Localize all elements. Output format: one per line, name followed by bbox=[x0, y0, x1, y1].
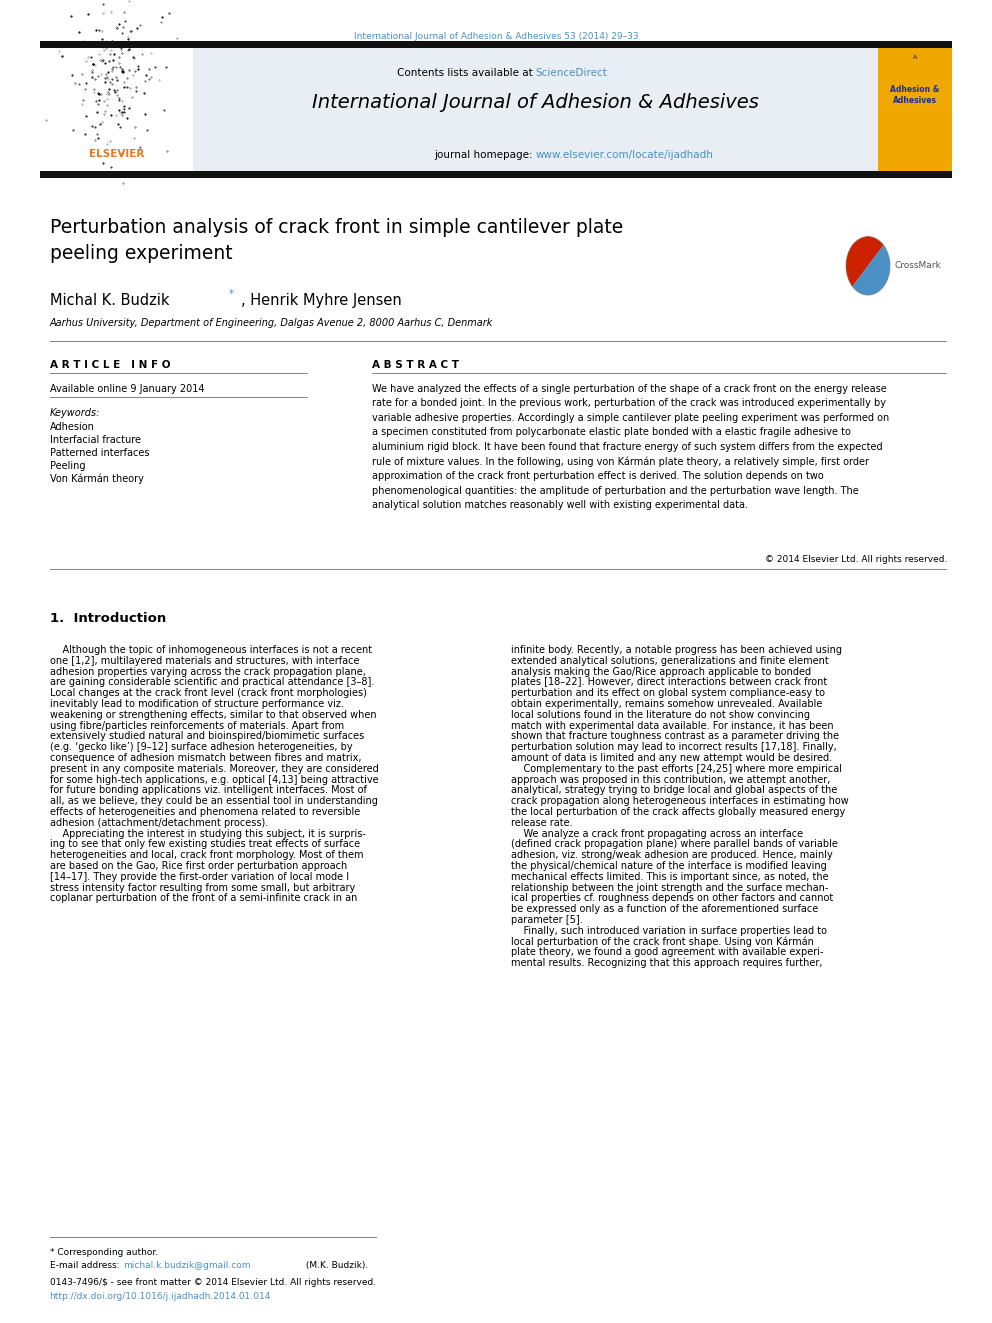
Text: www.elsevier.com/locate/ijadhadh: www.elsevier.com/locate/ijadhadh bbox=[536, 149, 713, 160]
Wedge shape bbox=[846, 237, 884, 286]
Text: approach was proposed in this contribution, we attempt another,: approach was proposed in this contributi… bbox=[511, 774, 830, 785]
Text: We have analyzed the effects of a single perturbation of the shape of a crack fr: We have analyzed the effects of a single… bbox=[372, 384, 889, 509]
Text: coplanar perturbation of the front of a semi-infinite crack in an: coplanar perturbation of the front of a … bbox=[50, 893, 357, 904]
Text: parameter [5].: parameter [5]. bbox=[511, 916, 582, 925]
Text: Keywords:: Keywords: bbox=[50, 407, 100, 418]
Text: adhesion, viz. strong/weak adhesion are produced. Hence, mainly: adhesion, viz. strong/weak adhesion are … bbox=[511, 851, 832, 860]
Text: perturbation solution may lead to incorrect results [17,18]. Finally,: perturbation solution may lead to incorr… bbox=[511, 742, 836, 753]
Text: relationship between the joint strength and the surface mechan-: relationship between the joint strength … bbox=[511, 882, 828, 893]
Text: ical properties cf. roughness depends on other factors and cannot: ical properties cf. roughness depends on… bbox=[511, 893, 833, 904]
Text: inevitably lead to modification of structure performance viz.: inevitably lead to modification of struc… bbox=[50, 699, 343, 709]
Text: http://dx.doi.org/10.1016/j.ijadhadh.2014.01.014: http://dx.doi.org/10.1016/j.ijadhadh.201… bbox=[50, 1293, 271, 1301]
Text: effects of heterogeneities and phenomena related to reversible: effects of heterogeneities and phenomena… bbox=[50, 807, 360, 818]
Text: plate theory, we found a good agreement with available experi-: plate theory, we found a good agreement … bbox=[511, 947, 823, 958]
Text: Local changes at the crack front level (crack front morphologies): Local changes at the crack front level (… bbox=[50, 688, 366, 699]
Text: crack propagation along heterogeneous interfaces in estimating how: crack propagation along heterogeneous in… bbox=[511, 796, 848, 806]
Text: 1.  Introduction: 1. Introduction bbox=[50, 613, 166, 624]
Text: release rate.: release rate. bbox=[511, 818, 572, 828]
Text: E-mail address:: E-mail address: bbox=[50, 1261, 122, 1270]
Text: Finally, such introduced variation in surface properties lead to: Finally, such introduced variation in su… bbox=[511, 926, 827, 935]
Text: We analyze a crack front propagating across an interface: We analyze a crack front propagating acr… bbox=[511, 828, 803, 839]
Text: Adhesion &
Adhesives: Adhesion & Adhesives bbox=[891, 85, 939, 105]
Text: analysis making the Gao/Rice approach applicable to bonded: analysis making the Gao/Rice approach ap… bbox=[511, 667, 811, 676]
Text: *: * bbox=[229, 288, 234, 299]
Text: using fibre/particles reinforcements of materials. Apart from: using fibre/particles reinforcements of … bbox=[50, 721, 343, 730]
Text: (M.K. Budzik).: (M.K. Budzik). bbox=[303, 1261, 368, 1270]
Text: local perturbation of the crack front shape. Using von Kármán: local perturbation of the crack front sh… bbox=[511, 937, 813, 947]
Text: match with experimental data available. For instance, it has been: match with experimental data available. … bbox=[511, 721, 833, 730]
Text: Contents lists available at: Contents lists available at bbox=[397, 67, 536, 78]
Text: ScienceDirect: ScienceDirect bbox=[536, 67, 607, 78]
Text: weakening or strengthening effects, similar to that observed when: weakening or strengthening effects, simi… bbox=[50, 710, 376, 720]
Text: obtain experimentally, remains somehow unrevealed. Available: obtain experimentally, remains somehow u… bbox=[511, 699, 822, 709]
Text: for future bonding applications viz. intelligent interfaces. Most of: for future bonding applications viz. int… bbox=[50, 786, 366, 795]
Text: the physical/chemical nature of the interface is modified leaving: the physical/chemical nature of the inte… bbox=[511, 861, 826, 871]
Text: Although the topic of inhomogeneous interfaces is not a recent: Although the topic of inhomogeneous inte… bbox=[50, 646, 372, 655]
Text: Peeling: Peeling bbox=[50, 460, 85, 471]
Text: © 2014 Elsevier Ltd. All rights reserved.: © 2014 Elsevier Ltd. All rights reserved… bbox=[765, 556, 947, 564]
Text: 0143-7496/$ - see front matter © 2014 Elsevier Ltd. All rights reserved.: 0143-7496/$ - see front matter © 2014 El… bbox=[50, 1278, 376, 1287]
Text: all, as we believe, they could be an essential tool in understanding: all, as we believe, they could be an ess… bbox=[50, 796, 378, 806]
Text: Aarhus University, Department of Engineering, Dalgas Avenue 2, 8000 Aarhus C, De: Aarhus University, Department of Enginee… bbox=[50, 318, 493, 328]
Text: adhesion (attachment/detachment process).: adhesion (attachment/detachment process)… bbox=[50, 818, 268, 828]
Text: [14–17]. They provide the first-order variation of local mode I: [14–17]. They provide the first-order va… bbox=[50, 872, 349, 882]
Text: consequence of adhesion mismatch between fibres and matrix,: consequence of adhesion mismatch between… bbox=[50, 753, 361, 763]
Wedge shape bbox=[852, 245, 890, 295]
Text: mental results. Recognizing that this approach requires further,: mental results. Recognizing that this ap… bbox=[511, 958, 822, 968]
Text: shown that fracture toughness contrast as a parameter driving the: shown that fracture toughness contrast a… bbox=[511, 732, 839, 741]
Text: journal homepage:: journal homepage: bbox=[434, 149, 536, 160]
Text: Patterned interfaces: Patterned interfaces bbox=[50, 448, 149, 458]
Text: the local perturbation of the crack affects globally measured energy: the local perturbation of the crack affe… bbox=[511, 807, 845, 818]
Text: heterogeneities and local, crack front morphology. Most of them: heterogeneities and local, crack front m… bbox=[50, 851, 363, 860]
Text: extended analytical solutions, generalizations and finite element: extended analytical solutions, generaliz… bbox=[511, 656, 828, 665]
Text: plates [18–22]. However, direct interactions between crack front: plates [18–22]. However, direct interact… bbox=[511, 677, 827, 688]
Text: infinite body. Recently, a notable progress has been achieved using: infinite body. Recently, a notable progr… bbox=[511, 646, 842, 655]
Text: present in any composite materials. Moreover, they are considered: present in any composite materials. More… bbox=[50, 763, 378, 774]
Text: A: A bbox=[913, 54, 918, 60]
Text: adhesion properties varying across the crack propagation plane,: adhesion properties varying across the c… bbox=[50, 667, 365, 676]
Text: Complementary to the past efforts [24,25] where more empirical: Complementary to the past efforts [24,25… bbox=[511, 763, 842, 774]
Text: ELSEVIER: ELSEVIER bbox=[89, 149, 144, 159]
Text: * Corresponding author.: * Corresponding author. bbox=[50, 1248, 158, 1257]
Text: for some high-tech applications, e.g. optical [4,13] being attractive: for some high-tech applications, e.g. op… bbox=[50, 774, 378, 785]
Text: analytical, strategy trying to bridge local and global aspects of the: analytical, strategy trying to bridge lo… bbox=[511, 786, 837, 795]
Bar bbox=[40, 41, 878, 175]
Bar bbox=[40, 41, 193, 175]
Text: one [1,2], multilayered materials and structures, with interface: one [1,2], multilayered materials and st… bbox=[50, 656, 359, 665]
Text: amount of data is limited and any new attempt would be desired.: amount of data is limited and any new at… bbox=[511, 753, 832, 763]
Text: (e.g. ‘gecko like’) [9–12] surface adhesion heterogeneities, by: (e.g. ‘gecko like’) [9–12] surface adhes… bbox=[50, 742, 352, 753]
Text: (defined crack propagation plane) where parallel bands of variable: (defined crack propagation plane) where … bbox=[511, 839, 838, 849]
Text: , Henrik Myhre Jensen: , Henrik Myhre Jensen bbox=[241, 292, 402, 308]
Text: are based on the Gao, Rice first order perturbation approach: are based on the Gao, Rice first order p… bbox=[50, 861, 347, 871]
Text: are gaining considerable scientific and practical attendance [3–8].: are gaining considerable scientific and … bbox=[50, 677, 374, 688]
Text: Von Kármán theory: Von Kármán theory bbox=[50, 474, 144, 484]
Text: ing to see that only few existing studies treat effects of surface: ing to see that only few existing studie… bbox=[50, 839, 360, 849]
Bar bbox=[878, 41, 952, 175]
Text: extensively studied natural and bioinspired/biomimetic surfaces: extensively studied natural and bioinspi… bbox=[50, 732, 364, 741]
Bar bbox=[40, 172, 952, 179]
Text: International Journal of Adhesion & Adhesives: International Journal of Adhesion & Adhe… bbox=[312, 93, 759, 112]
Bar bbox=[40, 41, 952, 48]
Text: mechanical effects limited. This is important since, as noted, the: mechanical effects limited. This is impo… bbox=[511, 872, 828, 882]
Text: stress intensity factor resulting from some small, but arbitrary: stress intensity factor resulting from s… bbox=[50, 882, 355, 893]
Text: Perturbation analysis of crack front in simple cantilever plate
peeling experime: Perturbation analysis of crack front in … bbox=[50, 218, 623, 263]
Text: Interfacial fracture: Interfacial fracture bbox=[50, 435, 141, 445]
Text: CrossMark: CrossMark bbox=[895, 262, 941, 270]
Text: A R T I C L E   I N F O: A R T I C L E I N F O bbox=[50, 360, 170, 370]
Text: Available online 9 January 2014: Available online 9 January 2014 bbox=[50, 384, 204, 394]
Text: local solutions found in the literature do not show convincing: local solutions found in the literature … bbox=[511, 710, 809, 720]
Text: A B S T R A C T: A B S T R A C T bbox=[372, 360, 459, 370]
Text: michal.k.budzik@gmail.com: michal.k.budzik@gmail.com bbox=[123, 1261, 251, 1270]
Text: Adhesion: Adhesion bbox=[50, 422, 94, 433]
Text: Michal K. Budzik: Michal K. Budzik bbox=[50, 292, 169, 308]
Text: perturbation and its effect on global system compliance-easy to: perturbation and its effect on global sy… bbox=[511, 688, 825, 699]
Text: be expressed only as a function of the aforementioned surface: be expressed only as a function of the a… bbox=[511, 904, 818, 914]
Text: Appreciating the interest in studying this subject, it is surpris-: Appreciating the interest in studying th… bbox=[50, 828, 365, 839]
Text: International Journal of Adhesion & Adhesives 53 (2014) 29–33: International Journal of Adhesion & Adhe… bbox=[354, 32, 638, 41]
